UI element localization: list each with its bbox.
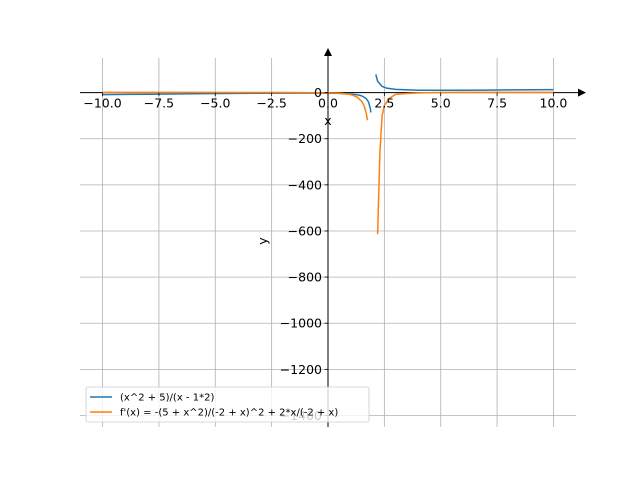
x-axis-label: x <box>324 113 331 128</box>
y-tick-label: −200 <box>288 131 322 146</box>
x-tick-label: −7.5 <box>144 96 174 111</box>
y-tick-label: −600 <box>288 223 322 238</box>
y-tick-label: −1200 <box>280 362 322 377</box>
legend-box <box>85 386 370 423</box>
x-tick-label: −10.0 <box>83 96 121 111</box>
x-tick-label: 0.0 <box>318 96 338 111</box>
x-tick-label: −5.0 <box>200 96 230 111</box>
x-tick-label: 7.5 <box>487 96 507 111</box>
series-line <box>102 91 369 121</box>
y-tick-label: 0 <box>314 85 322 100</box>
series-2 <box>102 91 554 235</box>
legend-label: (x^2 + 5)/(x - 1*2) <box>120 393 214 404</box>
ticks-layer: −10.0 −7.5 −5.0 −2.5 0.0 2.5 5.0 7.5 10.0 0 −200 −4… <box>83 85 567 423</box>
y-tick-label: −800 <box>288 270 322 285</box>
series-line <box>376 91 554 235</box>
y-axis-arrow <box>324 48 332 56</box>
x-tick-label: 2.5 <box>374 96 394 111</box>
y-tick-label: −400 <box>288 177 322 192</box>
x-tick-label: −2.5 <box>256 96 286 111</box>
legend-label: f'(x) = -(5 + x^2)/(-2 + x)^2 + 2*x/(-2 … <box>120 408 338 419</box>
y-tick-label: −1000 <box>280 316 322 331</box>
x-tick-label: 5.0 <box>431 96 451 111</box>
series-line <box>375 74 554 92</box>
x-tick-label: 10.0 <box>540 96 568 111</box>
y-axis-label: y <box>255 237 270 245</box>
x-axis-arrow <box>578 88 586 97</box>
legend: (x^2 + 5)/(x - 1*2) f'(x) = -(5 + x^2)/(-… <box>85 386 370 423</box>
